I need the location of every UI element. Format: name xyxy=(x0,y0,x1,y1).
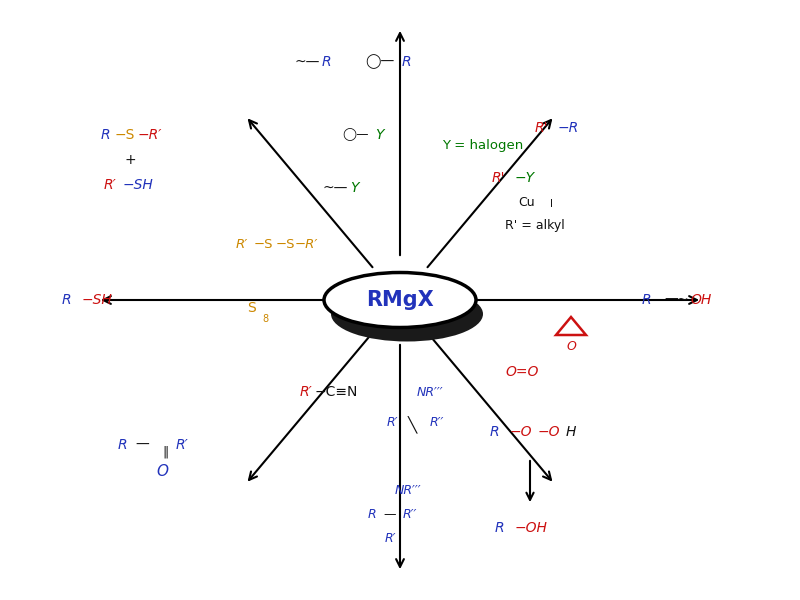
Text: +: + xyxy=(124,153,136,167)
Text: R′: R′ xyxy=(299,385,312,399)
Ellipse shape xyxy=(331,286,483,341)
Text: R: R xyxy=(117,438,127,452)
Text: R' = alkyl: R' = alkyl xyxy=(505,218,565,232)
Text: R′: R′ xyxy=(176,438,188,452)
Text: ~—: ~— xyxy=(322,181,347,195)
Ellipse shape xyxy=(324,272,476,328)
Text: −S: −S xyxy=(254,238,273,251)
Text: R: R xyxy=(100,128,110,142)
Text: −O: −O xyxy=(538,425,561,439)
Text: ‖: ‖ xyxy=(162,445,168,458)
Text: −Y: −Y xyxy=(515,171,535,185)
Text: R: R xyxy=(495,521,505,535)
Text: Y: Y xyxy=(375,128,383,142)
Text: —: — xyxy=(384,509,396,521)
Text: −SH: −SH xyxy=(82,293,113,307)
Text: S: S xyxy=(248,301,256,315)
Text: −R′: −R′ xyxy=(138,128,162,142)
Text: 8: 8 xyxy=(262,314,268,324)
Text: R′: R′ xyxy=(386,415,398,428)
Text: −R: −R xyxy=(558,121,579,135)
Text: −R′: −R′ xyxy=(294,238,318,251)
Text: R: R xyxy=(322,55,332,69)
Text: −O: −O xyxy=(510,425,533,439)
Text: I: I xyxy=(550,199,553,209)
Text: −OH: −OH xyxy=(515,521,548,535)
Text: R′: R′ xyxy=(384,532,396,545)
Text: —: — xyxy=(664,293,678,307)
Text: −S: −S xyxy=(275,238,294,251)
Text: −C≡N: −C≡N xyxy=(315,385,358,399)
Text: NR′′′: NR′′′ xyxy=(417,385,443,398)
Text: −SH: −SH xyxy=(122,178,154,192)
Text: ╲: ╲ xyxy=(408,416,417,434)
Text: ◯—: ◯— xyxy=(365,55,394,70)
Text: —: — xyxy=(135,438,149,452)
Text: R: R xyxy=(642,293,652,307)
Text: O=O: O=O xyxy=(506,365,538,379)
Text: ~: ~ xyxy=(677,293,689,307)
Text: NR′′′: NR′′′ xyxy=(394,484,422,496)
Text: OH: OH xyxy=(690,293,711,307)
Text: R′: R′ xyxy=(104,178,116,192)
Text: R′′: R′′ xyxy=(403,509,417,521)
Text: R: R xyxy=(62,293,72,307)
Text: H: H xyxy=(566,425,576,439)
Text: R: R xyxy=(490,425,500,439)
Text: Y = halogen: Y = halogen xyxy=(442,139,523,151)
Text: R: R xyxy=(402,55,412,69)
Text: ~—: ~— xyxy=(295,55,320,69)
Text: R': R' xyxy=(535,121,549,135)
Text: Cu: Cu xyxy=(518,196,534,209)
Text: O: O xyxy=(156,464,168,479)
Text: R: R xyxy=(368,509,376,521)
Text: R′: R′ xyxy=(236,238,248,251)
Text: RMgX: RMgX xyxy=(366,290,434,310)
Text: R': R' xyxy=(492,171,506,185)
Text: R′′: R′′ xyxy=(430,415,444,428)
Text: −S: −S xyxy=(115,128,135,142)
Text: O: O xyxy=(566,340,576,353)
Text: Y: Y xyxy=(350,181,358,195)
Text: ◯—: ◯— xyxy=(342,128,369,142)
